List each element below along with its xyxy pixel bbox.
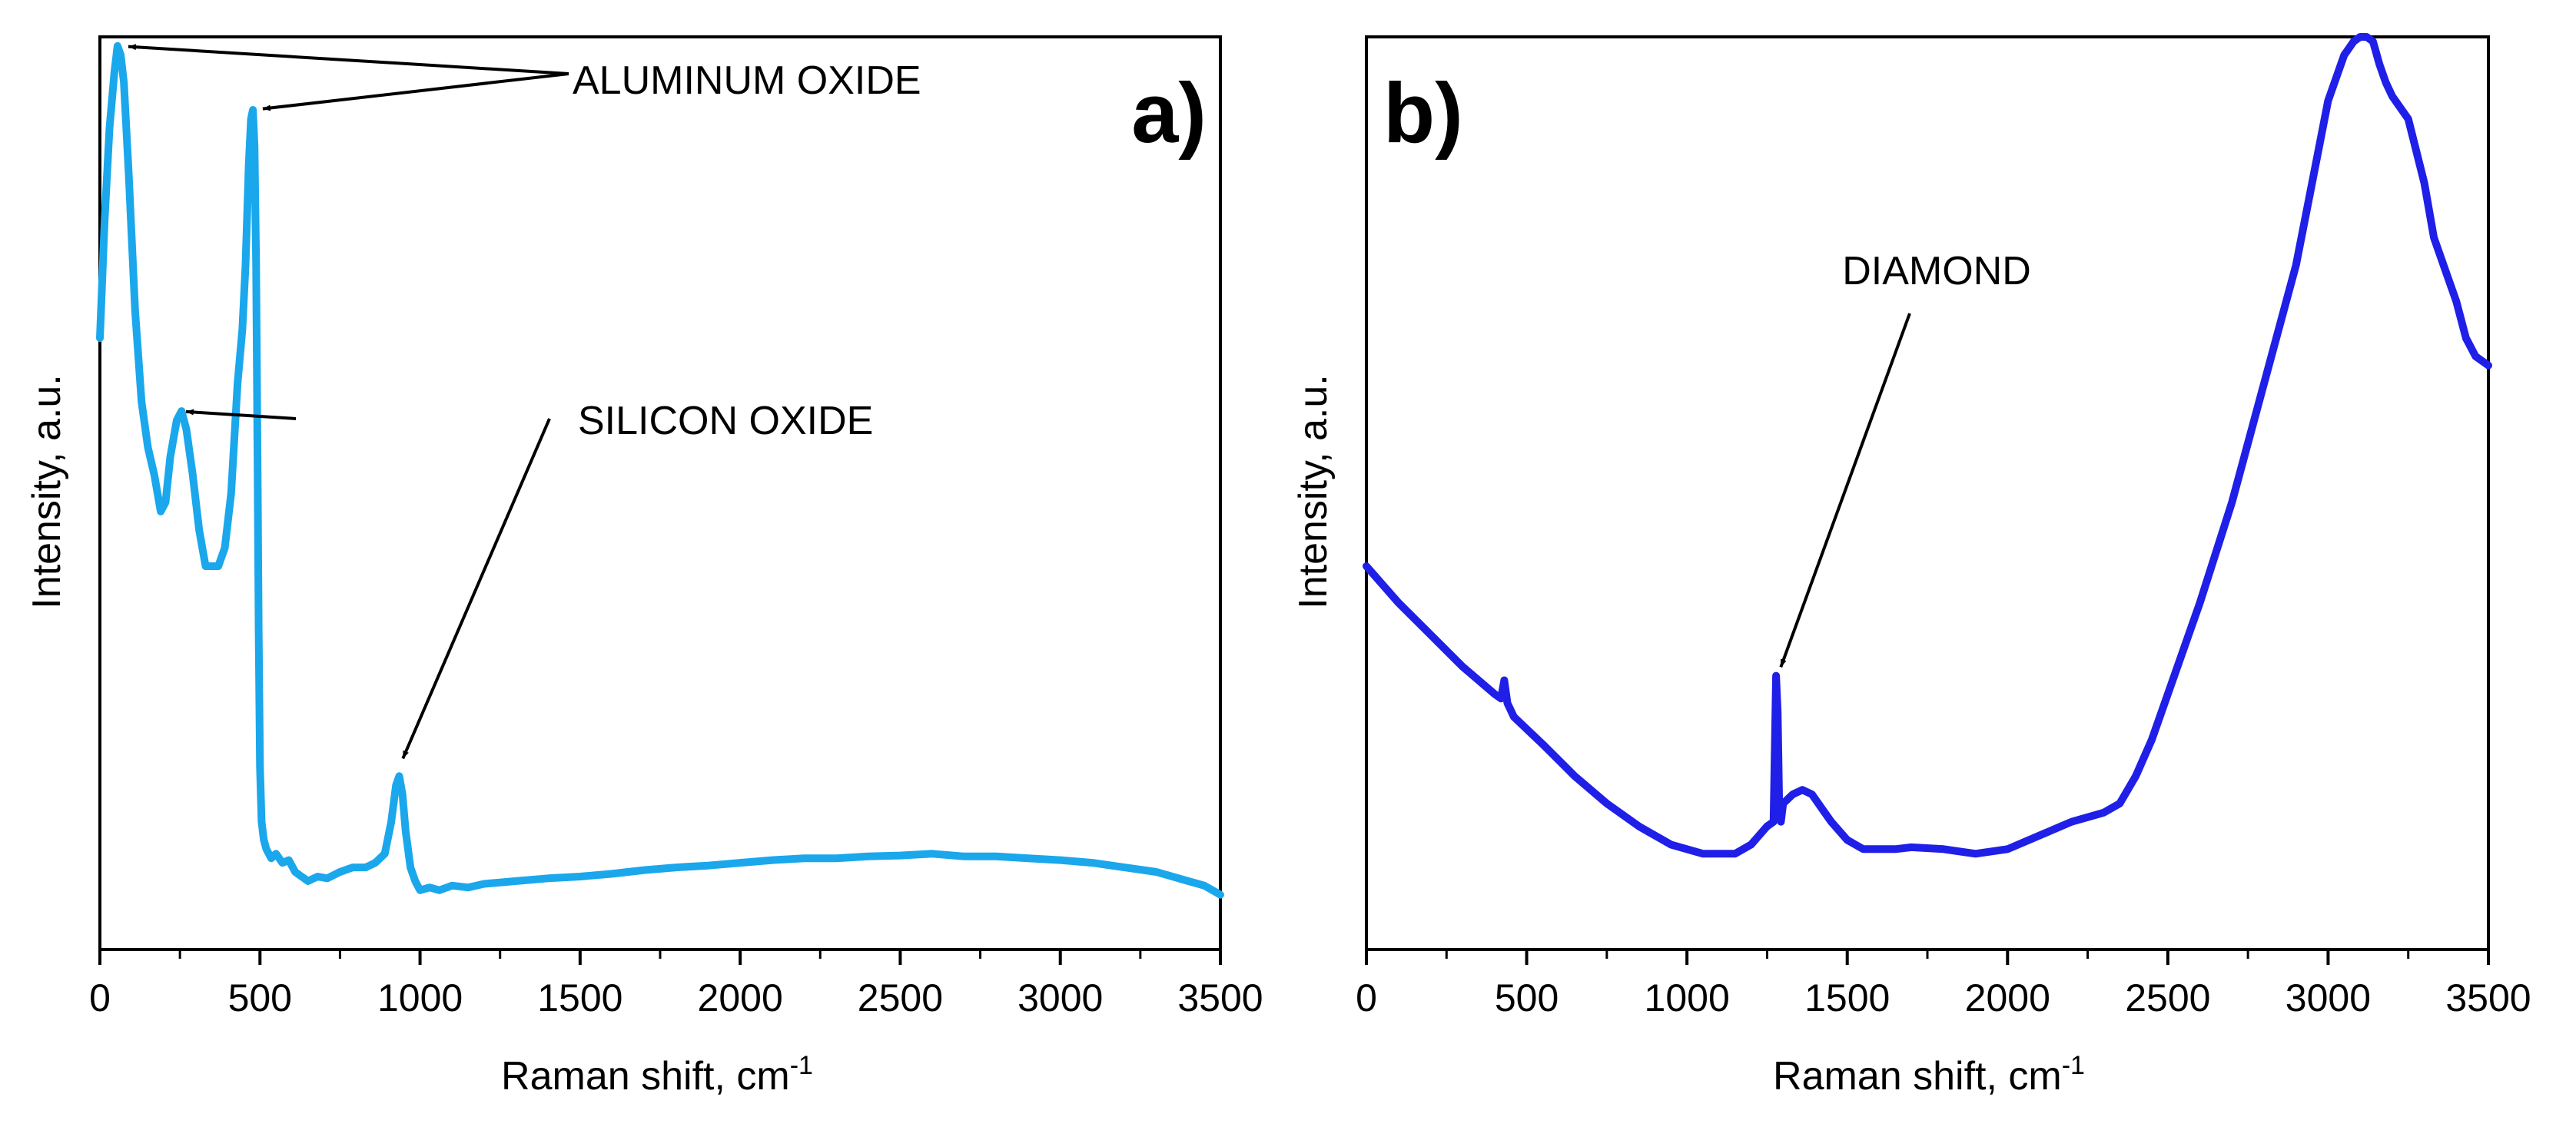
x-tick-label: 2500 <box>858 976 943 1019</box>
x-tick-label: 2000 <box>1965 976 2050 1019</box>
annotation-aluminum-oxide: ALUMINUM OXIDE <box>573 58 921 103</box>
annotation-silicon-oxide: SILICON OXIDE <box>578 399 873 443</box>
x-tick-label: 3000 <box>2286 976 2371 1019</box>
annotation-arrows <box>1779 313 1911 668</box>
x-tick-label: 0 <box>1356 976 1377 1019</box>
x-ticks: 0 500 1000 1500 2000 2500 3000 3500 <box>89 950 1263 1019</box>
x-tick-label: 3500 <box>1177 976 1263 1019</box>
annotation-arrow <box>185 409 297 420</box>
x-tick-label: 2000 <box>698 976 783 1019</box>
x-tick-label: 1500 <box>537 976 622 1019</box>
x-tick-label: 0 <box>89 976 111 1019</box>
chart-panel-a: 0 500 1000 1500 2000 2500 3000 3500 Raman shift… <box>25 35 1263 1099</box>
annotation-arrow <box>262 72 569 111</box>
plot-frame <box>1365 35 2490 951</box>
x-tick-label: 1500 <box>1804 976 1890 1019</box>
x-axis-title: Raman shift, cm-1 <box>1773 1051 2085 1099</box>
annotation-diamond: DIAMOND <box>1842 249 2031 293</box>
annotation-arrows <box>128 44 569 760</box>
annotation-arrow <box>1779 313 1911 668</box>
x-ticks: 0 500 1000 1500 2000 2500 3000 3500 <box>1356 950 2531 1019</box>
plot-frame <box>98 35 1222 951</box>
chart-panel-b: 0 500 1000 1500 2000 2500 3000 3500 Raman shift… <box>1291 33 2531 1099</box>
x-axis-title: Raman shift, cm-1 <box>501 1051 813 1099</box>
x-tick-label: 3500 <box>2445 976 2531 1019</box>
x-tick-label: 500 <box>228 976 292 1019</box>
panel-label: a) <box>1131 66 1207 161</box>
y-axis-title: Intensity, a.u. <box>25 374 69 608</box>
annotation-arrow <box>401 418 551 760</box>
x-tick-label: 1000 <box>377 976 463 1019</box>
x-tick-label: 500 <box>1495 976 1559 1019</box>
series-line-b <box>1363 33 2492 858</box>
x-tick-label: 2500 <box>2125 976 2210 1019</box>
x-tick-label: 1000 <box>1645 976 1730 1019</box>
panel-label: b) <box>1383 66 1463 161</box>
annotation-arrow <box>128 44 569 75</box>
y-axis-title: Intensity, a.u. <box>1291 374 1336 608</box>
x-tick-label: 3000 <box>1017 976 1103 1019</box>
series-line-a <box>96 41 1224 899</box>
